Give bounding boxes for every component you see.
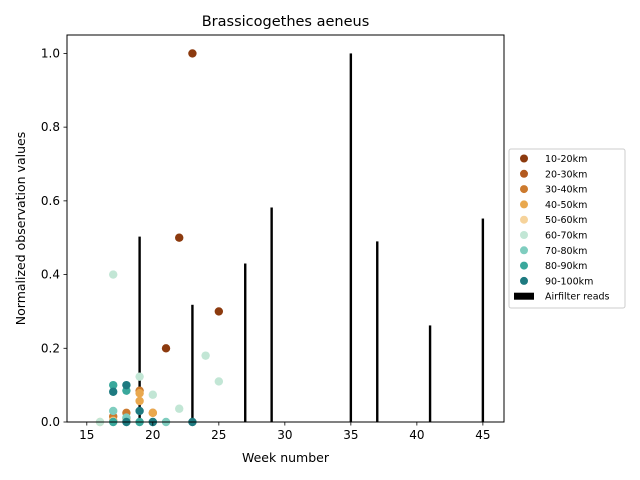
x-tick-label: 30 bbox=[277, 428, 292, 442]
legend-marker bbox=[520, 154, 528, 163]
y-tick-label: 0.0 bbox=[41, 415, 60, 429]
y-tick-label: 1.0 bbox=[41, 46, 60, 60]
airfilter-bar bbox=[376, 241, 379, 422]
data-point bbox=[175, 233, 184, 242]
legend-label: 60-70km bbox=[545, 231, 587, 242]
legend-label: 50-60km bbox=[545, 215, 587, 226]
legend-marker bbox=[520, 169, 528, 178]
airfilter-bar bbox=[349, 53, 353, 423]
legend-label: 70-80km bbox=[545, 246, 587, 257]
data-point bbox=[109, 406, 118, 416]
data-point bbox=[135, 389, 144, 398]
y-tick-label: 0.8 bbox=[41, 120, 60, 134]
plot-area: 15 20 25 30 35 40 45 0.0 0.2 0.4 0.6 0.8 1.0 bbox=[41, 34, 505, 442]
y-tick-label: 0.2 bbox=[41, 341, 60, 355]
data-point bbox=[135, 372, 144, 381]
data-point bbox=[201, 351, 210, 360]
data-point bbox=[109, 270, 118, 279]
airfilter-bar bbox=[270, 207, 273, 422]
legend-bar-swatch bbox=[514, 292, 534, 300]
data-point bbox=[148, 390, 158, 399]
data-point bbox=[161, 344, 171, 353]
x-axis-label: Week number bbox=[242, 450, 330, 465]
x-tick-label: 35 bbox=[343, 428, 358, 442]
legend-marker bbox=[520, 261, 528, 270]
legend: 10-20km 20-30km 30-40km 40-50km 50-60km 60-70… bbox=[508, 148, 626, 309]
y-tick-label: 0.4 bbox=[41, 268, 60, 282]
airfilter-bar bbox=[428, 325, 432, 422]
airfilter-bar bbox=[191, 304, 194, 422]
legend-box bbox=[508, 148, 626, 309]
x-tick-label: 20 bbox=[145, 428, 160, 442]
data-point bbox=[122, 380, 131, 390]
airfilter-bar bbox=[481, 218, 485, 422]
data-point bbox=[135, 396, 144, 406]
data-point bbox=[214, 377, 224, 386]
x-tick-label: 15 bbox=[79, 428, 94, 442]
airfilter-bar bbox=[138, 236, 141, 422]
x-tick-label: 45 bbox=[475, 428, 490, 442]
legend-label: 10-20km bbox=[545, 154, 587, 165]
chart-title: Brassicogethes aeneus bbox=[202, 14, 370, 30]
data-point bbox=[148, 408, 158, 417]
legend-label: 30-40km bbox=[545, 185, 587, 196]
data-point bbox=[175, 404, 184, 413]
data-point bbox=[135, 406, 144, 416]
y-axis-label: Normalized observation values bbox=[13, 132, 28, 325]
legend-marker bbox=[520, 246, 528, 255]
airfilter-bar bbox=[244, 263, 247, 422]
legend-label: 40-50km bbox=[545, 200, 587, 211]
legend-marker bbox=[520, 276, 528, 285]
y-tick-label: 0.6 bbox=[41, 194, 60, 208]
legend-marker bbox=[520, 215, 528, 224]
legend-label: 80-90km bbox=[545, 261, 587, 272]
legend-marker bbox=[520, 200, 528, 209]
data-point bbox=[109, 380, 118, 390]
data-point bbox=[109, 387, 118, 396]
legend-label: 90-100km bbox=[545, 276, 593, 287]
axes-frame bbox=[66, 34, 505, 423]
x-tick-label: 40 bbox=[409, 428, 424, 442]
legend-label: 20-30km bbox=[545, 169, 587, 180]
legend-marker bbox=[520, 185, 528, 194]
data-point bbox=[214, 307, 224, 316]
x-tick-label: 25 bbox=[211, 428, 226, 442]
legend-marker bbox=[520, 231, 528, 239]
data-point bbox=[188, 49, 197, 58]
legend-label: Airfilter reads bbox=[545, 292, 610, 303]
